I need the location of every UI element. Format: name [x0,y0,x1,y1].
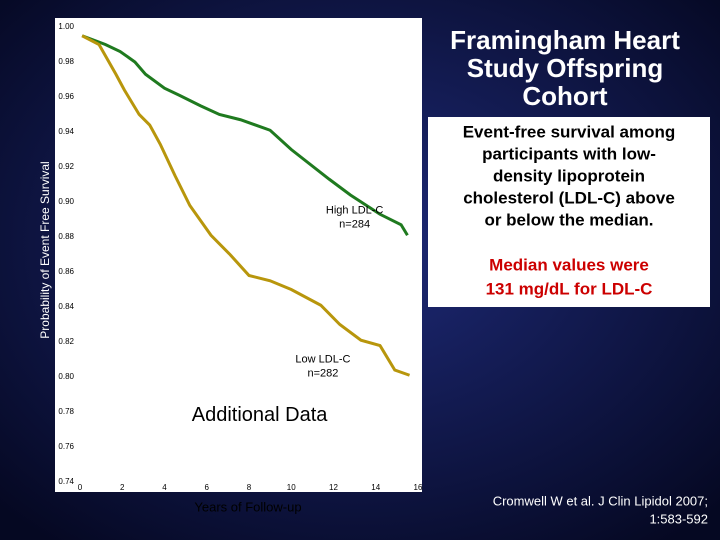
annotation: High LDL-C [326,205,384,217]
description: density lipoprotein [493,166,645,185]
x-tick-label: 10 [287,483,296,492]
median-note: 131 mg/dL for LDL-C [486,279,653,298]
x-tick-label: 14 [371,483,380,492]
citation: Cromwell W et al. J Clin Lipidol 2007; [493,493,708,508]
x-tick-label: 6 [205,483,210,492]
y-tick-label: 0.98 [58,57,74,66]
y-tick-label: 0.76 [58,442,74,451]
slide-title: Framingham Heart [450,25,680,55]
description: cholesterol (LDL-C) above [463,188,675,207]
x-tick-label: 12 [329,483,338,492]
y-axis-label: Probability of Event Free Survival [38,161,52,338]
description-box [428,117,710,307]
annotation: Additional Data [192,404,329,426]
y-tick-label: 0.88 [58,232,74,241]
slide-title: Cohort [522,81,608,111]
y-tick-label: 0.82 [58,337,74,346]
median-note: Median values were [489,255,649,274]
y-tick-label: 0.92 [58,162,74,171]
x-tick-label: 8 [247,483,252,492]
description: or below the median. [484,210,653,229]
citation: 1:583-592 [649,511,708,526]
slide-title: Study Offspring [467,53,663,83]
y-tick-label: 0.96 [58,92,74,101]
y-tick-label: 0.86 [58,267,74,276]
x-tick-label: 4 [162,483,167,492]
y-tick-label: 0.74 [58,477,74,486]
plot-area [55,18,422,492]
y-tick-label: 0.90 [58,197,74,206]
description: Event-free survival among [463,122,676,141]
x-tick-label: 2 [120,483,125,492]
y-tick-label: 0.80 [58,372,74,381]
survival-line [81,34,409,237]
survival-line [81,34,411,377]
y-tick-label: 0.78 [58,407,74,416]
y-tick-label: 1.00 [58,22,74,31]
y-tick-label: 0.94 [58,127,74,136]
y-tick-label: 0.84 [58,302,74,311]
x-axis-label: Years of Follow-up [194,499,301,514]
description: participants with low- [482,144,656,163]
annotation: n=284 [339,219,370,231]
annotation: n=282 [307,367,338,379]
x-tick-label: 0 [78,483,83,492]
x-tick-label: 16 [414,483,423,492]
annotation: Low LDL-C [295,353,350,365]
